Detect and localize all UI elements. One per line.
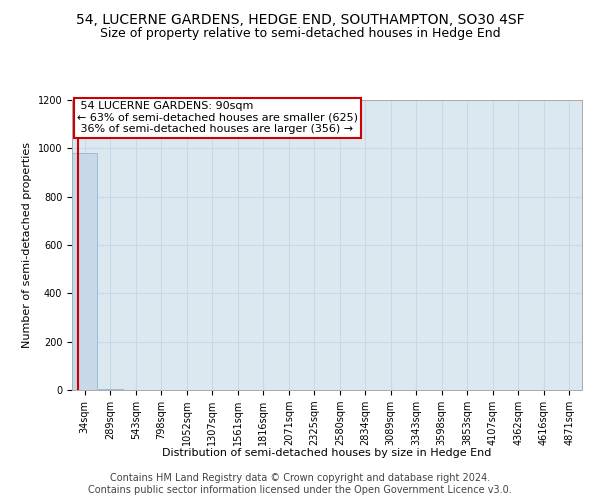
Text: 54 LUCERNE GARDENS: 90sqm 
← 63% of semi-detached houses are smaller (625)
 36% : 54 LUCERNE GARDENS: 90sqm ← 63% of semi-… [77,101,358,134]
Text: 54, LUCERNE GARDENS, HEDGE END, SOUTHAMPTON, SO30 4SF: 54, LUCERNE GARDENS, HEDGE END, SOUTHAMP… [76,12,524,26]
Bar [72,153,97,390]
Text: Distribution of semi-detached houses by size in Hedge End: Distribution of semi-detached houses by … [163,448,491,458]
Y-axis label: Number of semi-detached properties: Number of semi-detached properties [22,142,32,348]
Text: Contains HM Land Registry data © Crown copyright and database right 2024.
Contai: Contains HM Land Registry data © Crown c… [88,474,512,495]
Text: Size of property relative to semi-detached houses in Hedge End: Size of property relative to semi-detach… [100,28,500,40]
